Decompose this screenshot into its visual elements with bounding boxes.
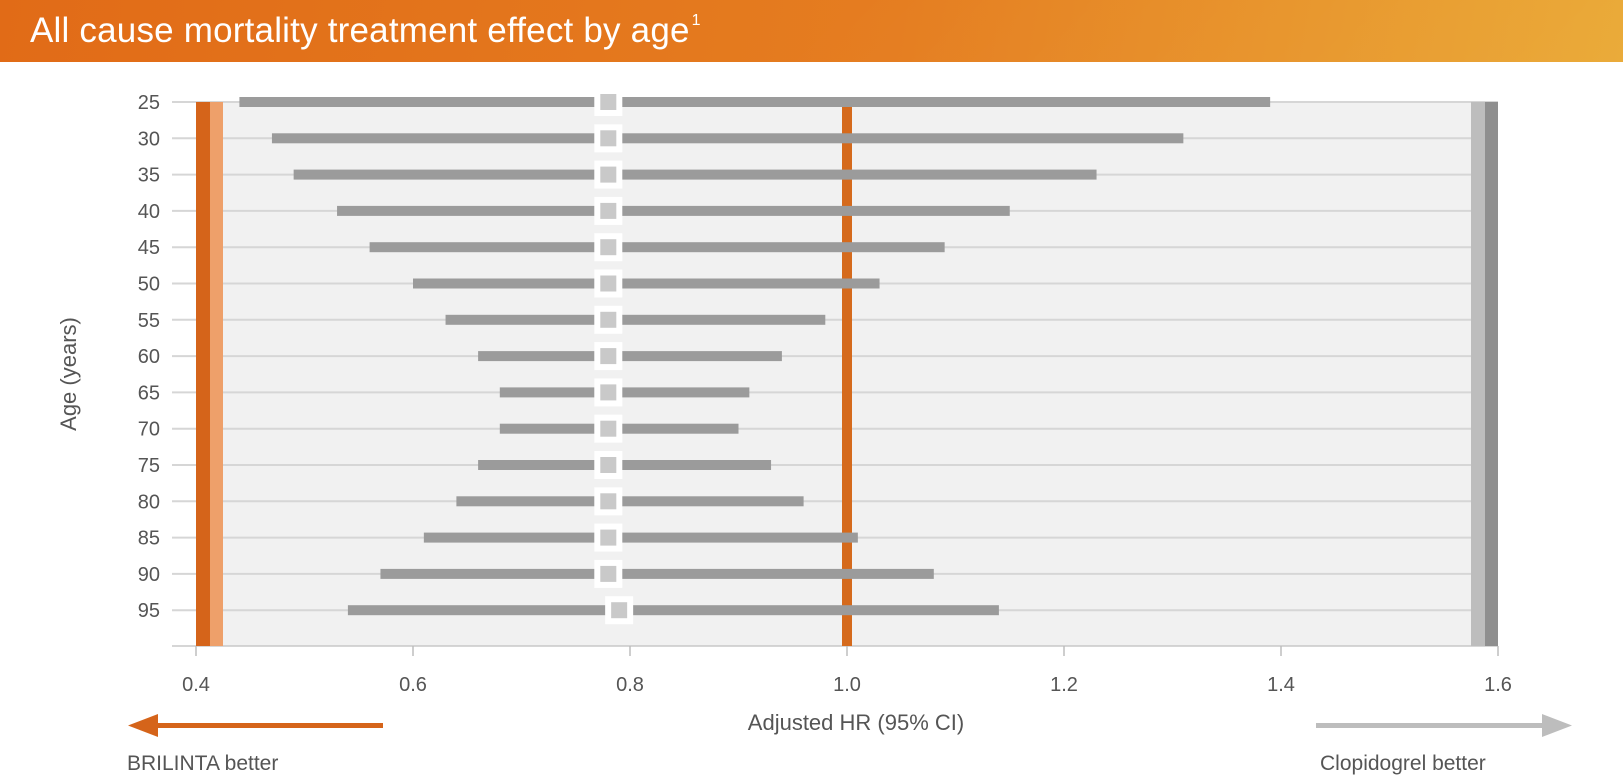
ci-bar xyxy=(293,169,1097,180)
y-tick-label: 60 xyxy=(138,346,160,368)
point-estimate xyxy=(600,493,617,510)
y-axis-label: Age (years) xyxy=(56,317,81,431)
title-bar: All cause mortality treatment effect by … xyxy=(0,0,1623,62)
point-estimate xyxy=(600,565,617,582)
point-estimate xyxy=(600,457,617,473)
ci-bar xyxy=(239,97,1271,107)
y-tick-label: 65 xyxy=(138,382,160,404)
ci-bar xyxy=(413,278,880,289)
y-tick-label: 35 xyxy=(138,165,160,187)
left-arrow-head xyxy=(128,714,158,737)
y-tick-label: 25 xyxy=(138,92,160,114)
point-estimate xyxy=(611,602,628,619)
y-tick-label: 70 xyxy=(138,419,160,441)
right-arrow-shaft xyxy=(1316,723,1551,728)
x-tick-label: 0.8 xyxy=(616,674,644,696)
x-tick-label: 1.2 xyxy=(1050,674,1078,696)
clopidogrel-better-label: Clopidogrel better xyxy=(1320,752,1486,775)
x-tick-label: 1.0 xyxy=(833,674,861,696)
chart-title-text: All cause mortality treatment effect by … xyxy=(30,11,690,50)
point-estimate xyxy=(600,94,617,110)
forest-plot: 25 30 35 40 45 50 55 60 65 70 75 80 85 90 95 0.4 0.6 0.8 1… xyxy=(56,88,1572,737)
ci-bar xyxy=(445,314,826,325)
ci-bar xyxy=(380,568,934,579)
x-axis-label: Adjusted HR (95% CI) xyxy=(748,710,964,735)
y-tick-label: 95 xyxy=(138,600,160,622)
point-estimate xyxy=(600,275,617,292)
x-tick-label: 1.4 xyxy=(1267,674,1295,696)
right-arrow-head xyxy=(1542,714,1572,737)
brilinta-band-dark xyxy=(196,102,210,646)
left-arrow-shaft xyxy=(150,723,383,728)
x-tick-label: 1.6 xyxy=(1484,674,1512,696)
y-tick-label: 40 xyxy=(138,201,160,223)
ci-bar xyxy=(499,387,750,398)
point-estimate xyxy=(600,529,617,546)
brilinta-better-label: BRILINTA better xyxy=(127,752,279,775)
footnote-marker: 1 xyxy=(691,12,701,30)
ci-bar xyxy=(337,205,1010,216)
y-tick-label: 75 xyxy=(138,455,160,477)
point-estimate xyxy=(600,166,617,183)
point-estimate xyxy=(600,420,617,437)
ci-bar xyxy=(456,496,804,507)
point-estimate xyxy=(600,384,617,401)
brilinta-band-light xyxy=(210,102,223,646)
clopidogrel-band-dark xyxy=(1485,102,1498,646)
ci-bar xyxy=(478,460,772,470)
x-tick-label: 0.6 xyxy=(399,674,427,696)
point-estimate xyxy=(600,130,617,147)
chart-title: All cause mortality treatment effect by … xyxy=(30,11,701,51)
point-estimate xyxy=(600,348,617,365)
clopidogrel-band-light xyxy=(1471,102,1485,646)
y-tick-label: 80 xyxy=(138,491,160,513)
ci-bar xyxy=(478,351,782,362)
point-estimate xyxy=(600,311,617,328)
ci-bar xyxy=(423,532,858,543)
point-estimate xyxy=(600,239,617,256)
ci-bar xyxy=(369,242,945,253)
x-tick-label: 0.4 xyxy=(182,674,210,696)
point-estimate xyxy=(600,202,617,219)
y-tick-label: 85 xyxy=(138,528,160,550)
reference-line xyxy=(842,102,852,646)
y-tick-label: 50 xyxy=(138,274,160,296)
y-tick-label: 45 xyxy=(138,237,160,259)
y-tick-label: 30 xyxy=(138,128,160,150)
y-tick-label: 55 xyxy=(138,310,160,332)
y-tick-label: 90 xyxy=(138,564,160,586)
ci-bar xyxy=(271,133,1184,144)
ci-bar xyxy=(347,605,999,616)
